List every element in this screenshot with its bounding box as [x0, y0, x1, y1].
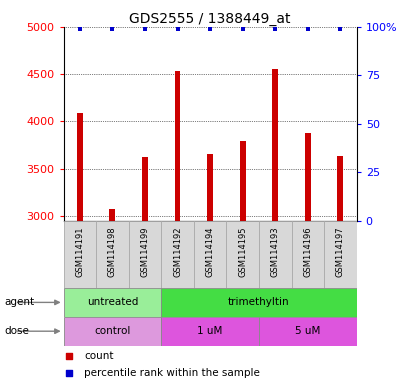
Bar — [304, 133, 310, 221]
Point — [66, 370, 72, 376]
Text: dose: dose — [4, 326, 29, 336]
Text: count: count — [84, 351, 113, 361]
Title: GDS2555 / 1388449_at: GDS2555 / 1388449_at — [129, 12, 290, 26]
Point — [304, 26, 310, 32]
Bar — [337, 156, 342, 221]
Point — [271, 26, 278, 32]
Text: 5 uM: 5 uM — [294, 326, 320, 336]
Text: GSM114193: GSM114193 — [270, 226, 279, 277]
Bar — [226, 221, 258, 288]
Bar — [109, 209, 115, 221]
Text: GSM114195: GSM114195 — [238, 226, 247, 277]
Bar — [324, 221, 356, 288]
Bar — [239, 141, 245, 221]
Bar — [272, 68, 278, 221]
Text: trimethyltin: trimethyltin — [228, 297, 289, 308]
Text: GSM114194: GSM114194 — [205, 226, 214, 277]
Bar — [161, 288, 356, 317]
Bar — [258, 317, 356, 346]
Point — [109, 26, 115, 32]
Bar — [174, 71, 180, 221]
Point — [142, 26, 148, 32]
Point — [76, 26, 83, 32]
Bar — [96, 221, 128, 288]
Text: 1 uM: 1 uM — [197, 326, 222, 336]
Text: control: control — [94, 326, 130, 336]
Point — [174, 26, 180, 32]
Bar — [63, 221, 96, 288]
Text: percentile rank within the sample: percentile rank within the sample — [84, 368, 259, 378]
Bar — [161, 317, 258, 346]
Bar — [258, 221, 291, 288]
Bar — [161, 221, 193, 288]
Text: agent: agent — [4, 297, 34, 308]
Point — [66, 353, 72, 359]
Text: untreated: untreated — [87, 297, 138, 308]
Bar — [291, 221, 324, 288]
Text: GSM114199: GSM114199 — [140, 226, 149, 277]
Bar — [193, 221, 226, 288]
Point — [239, 26, 245, 32]
Bar — [63, 288, 161, 317]
Bar — [128, 221, 161, 288]
Bar — [63, 317, 161, 346]
Text: GSM114197: GSM114197 — [335, 226, 344, 277]
Bar — [207, 154, 213, 221]
Point — [336, 26, 343, 32]
Text: GSM114192: GSM114192 — [173, 226, 182, 277]
Text: GSM114191: GSM114191 — [75, 226, 84, 277]
Bar — [142, 157, 148, 221]
Point — [206, 26, 213, 32]
Bar — [77, 113, 83, 221]
Text: GSM114198: GSM114198 — [108, 226, 117, 277]
Text: GSM114196: GSM114196 — [303, 226, 312, 277]
